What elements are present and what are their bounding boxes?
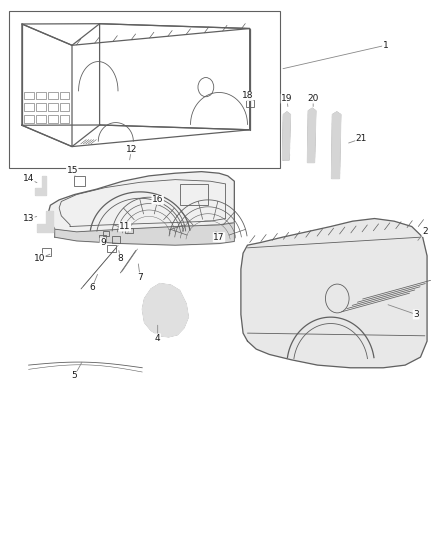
- Polygon shape: [307, 108, 316, 163]
- Text: 21: 21: [356, 134, 367, 143]
- Bar: [74, 176, 85, 186]
- Polygon shape: [37, 211, 53, 232]
- Bar: [99, 235, 106, 241]
- Bar: [48, 115, 57, 123]
- Bar: [60, 103, 69, 111]
- Bar: [60, 92, 69, 99]
- Bar: [107, 245, 116, 252]
- Bar: [42, 248, 51, 256]
- Bar: [24, 92, 34, 99]
- Bar: [60, 115, 69, 123]
- Bar: [36, 92, 46, 99]
- Bar: [36, 115, 46, 123]
- Polygon shape: [241, 219, 427, 368]
- Bar: [9, 11, 280, 168]
- Text: 9: 9: [100, 238, 106, 247]
- Polygon shape: [55, 223, 234, 245]
- Polygon shape: [48, 172, 234, 237]
- Text: 17: 17: [213, 233, 225, 241]
- Text: 15: 15: [67, 166, 78, 175]
- Text: 6: 6: [89, 284, 95, 292]
- Text: 3: 3: [413, 310, 419, 319]
- Text: 18: 18: [242, 92, 253, 100]
- Text: 8: 8: [117, 254, 124, 263]
- Text: 13: 13: [23, 214, 34, 223]
- Text: 2: 2: [422, 228, 427, 236]
- Bar: [125, 228, 133, 233]
- Text: 19: 19: [281, 94, 293, 103]
- Text: 1: 1: [382, 41, 389, 50]
- Text: 5: 5: [71, 372, 78, 380]
- Text: 20: 20: [307, 94, 319, 103]
- Bar: [24, 115, 34, 123]
- Text: 14: 14: [23, 174, 34, 183]
- Text: 7: 7: [137, 273, 143, 281]
- Bar: [246, 100, 254, 107]
- Text: 16: 16: [152, 196, 163, 204]
- Bar: [48, 103, 57, 111]
- Bar: [112, 236, 120, 243]
- Text: 4: 4: [155, 334, 160, 343]
- Text: 12: 12: [126, 145, 137, 154]
- Bar: [48, 92, 57, 99]
- Bar: [24, 103, 34, 111]
- Polygon shape: [283, 112, 290, 160]
- Bar: [36, 103, 46, 111]
- Bar: [103, 231, 109, 236]
- Polygon shape: [35, 176, 46, 195]
- Text: 11: 11: [119, 222, 131, 231]
- Polygon shape: [142, 284, 188, 337]
- Text: 10: 10: [34, 254, 45, 263]
- Polygon shape: [332, 112, 341, 179]
